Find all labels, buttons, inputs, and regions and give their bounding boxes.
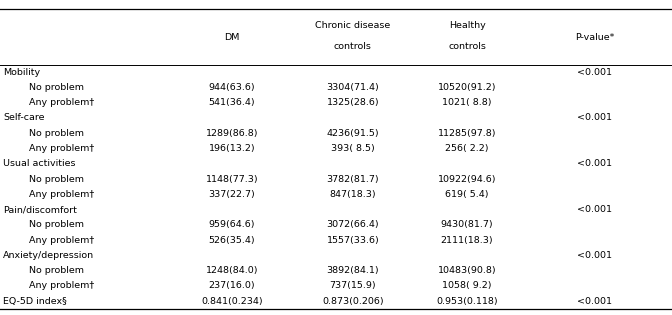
Text: DM: DM xyxy=(224,32,239,42)
Text: Any problem†: Any problem† xyxy=(29,98,94,107)
Text: Anxiety/depression: Anxiety/depression xyxy=(3,251,95,260)
Text: 2111(18.3): 2111(18.3) xyxy=(441,236,493,244)
Text: 847(18.3): 847(18.3) xyxy=(329,190,376,199)
Text: Healthy: Healthy xyxy=(449,21,485,31)
Text: 737(15.9): 737(15.9) xyxy=(329,281,376,290)
Text: P-value*: P-value* xyxy=(575,32,614,42)
Text: 541(36.4): 541(36.4) xyxy=(208,98,255,107)
Text: 959(64.6): 959(64.6) xyxy=(208,220,255,229)
Text: 526(35.4): 526(35.4) xyxy=(208,236,255,244)
Text: 10520(91.2): 10520(91.2) xyxy=(437,83,497,92)
Text: Self-care: Self-care xyxy=(3,113,45,123)
Text: 1289(86.8): 1289(86.8) xyxy=(206,129,258,138)
Text: Any problem†: Any problem† xyxy=(29,144,94,153)
Text: No problem: No problem xyxy=(29,175,84,184)
Text: Any problem†: Any problem† xyxy=(29,236,94,244)
Text: 10922(94.6): 10922(94.6) xyxy=(437,175,497,184)
Text: 9430(81.7): 9430(81.7) xyxy=(441,220,493,229)
Text: 256( 2.2): 256( 2.2) xyxy=(446,144,489,153)
Text: Mobility: Mobility xyxy=(3,68,40,77)
Text: 10483(90.8): 10483(90.8) xyxy=(437,266,497,275)
Text: <0.001: <0.001 xyxy=(577,113,612,123)
Text: No problem: No problem xyxy=(29,266,84,275)
Text: 0.953(0.118): 0.953(0.118) xyxy=(436,296,498,306)
Text: No problem: No problem xyxy=(29,83,84,92)
Text: 3304(71.4): 3304(71.4) xyxy=(327,83,379,92)
Text: <0.001: <0.001 xyxy=(577,205,612,214)
Text: controls: controls xyxy=(448,42,486,51)
Text: 196(13.2): 196(13.2) xyxy=(208,144,255,153)
Text: 1248(84.0): 1248(84.0) xyxy=(206,266,258,275)
Text: 393( 8.5): 393( 8.5) xyxy=(331,144,375,153)
Text: 1058( 9.2): 1058( 9.2) xyxy=(442,281,492,290)
Text: 1021( 8.8): 1021( 8.8) xyxy=(442,98,492,107)
Text: 11285(97.8): 11285(97.8) xyxy=(437,129,497,138)
Text: <0.001: <0.001 xyxy=(577,159,612,168)
Text: 3072(66.4): 3072(66.4) xyxy=(327,220,379,229)
Text: No problem: No problem xyxy=(29,220,84,229)
Text: Usual activities: Usual activities xyxy=(3,159,76,168)
Text: 3782(81.7): 3782(81.7) xyxy=(327,175,379,184)
Text: Chronic disease: Chronic disease xyxy=(315,21,390,31)
Text: 944(63.6): 944(63.6) xyxy=(208,83,255,92)
Text: Any problem†: Any problem† xyxy=(29,281,94,290)
Text: 0.841(0.234): 0.841(0.234) xyxy=(201,296,263,306)
Text: 0.873(0.206): 0.873(0.206) xyxy=(322,296,384,306)
Text: <0.001: <0.001 xyxy=(577,68,612,77)
Text: <0.001: <0.001 xyxy=(577,296,612,306)
Text: 1557(33.6): 1557(33.6) xyxy=(327,236,379,244)
Text: No problem: No problem xyxy=(29,129,84,138)
Text: 3892(84.1): 3892(84.1) xyxy=(327,266,379,275)
Text: 237(16.0): 237(16.0) xyxy=(208,281,255,290)
Text: EQ-5D index§: EQ-5D index§ xyxy=(3,296,67,306)
Text: Pain/discomfort: Pain/discomfort xyxy=(3,205,77,214)
Text: 4236(91.5): 4236(91.5) xyxy=(327,129,379,138)
Text: Any problem†: Any problem† xyxy=(29,190,94,199)
Text: 1148(77.3): 1148(77.3) xyxy=(206,175,258,184)
Text: 619( 5.4): 619( 5.4) xyxy=(446,190,489,199)
Text: controls: controls xyxy=(334,42,372,51)
Text: 1325(28.6): 1325(28.6) xyxy=(327,98,379,107)
Text: <0.001: <0.001 xyxy=(577,251,612,260)
Text: 337(22.7): 337(22.7) xyxy=(208,190,255,199)
